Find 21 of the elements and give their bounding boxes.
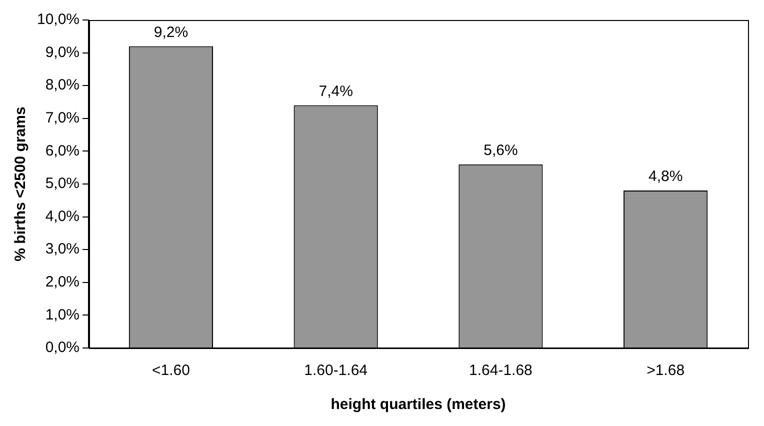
y-tick-label: 2,0% bbox=[45, 274, 80, 291]
y-tick-label: 6,0% bbox=[45, 142, 80, 160]
data-label: 7,4% bbox=[318, 82, 353, 100]
y-tick-label: 9,0% bbox=[45, 44, 80, 61]
x-tick-label: 1.60-1.64 bbox=[304, 362, 368, 380]
data-label: 4,8% bbox=[648, 168, 683, 186]
x-tick-label: >1.68 bbox=[646, 362, 685, 380]
y-tick-label: 0,0% bbox=[45, 339, 80, 356]
y-tick-label: 3,0% bbox=[45, 240, 80, 258]
data-label: 9,2% bbox=[154, 24, 188, 41]
data-label: 5,6% bbox=[484, 142, 518, 159]
x-tick-label: 1.64-1.68 bbox=[469, 362, 532, 380]
y-tick-label: 4,0% bbox=[45, 208, 80, 225]
y-tick-label: 5,0% bbox=[45, 175, 80, 192]
y-tick-label: 1,0% bbox=[45, 306, 80, 324]
y-tick-label: 7,0% bbox=[45, 110, 80, 127]
x-axis-title: height quartiles (meters) bbox=[330, 396, 506, 414]
x-tick-label: <1.60 bbox=[152, 362, 190, 380]
y-tick-label: 8,0% bbox=[45, 76, 80, 94]
y-axis-title: % births <2500 grams bbox=[12, 106, 30, 262]
y-tick-label: 10,0% bbox=[36, 11, 80, 28]
